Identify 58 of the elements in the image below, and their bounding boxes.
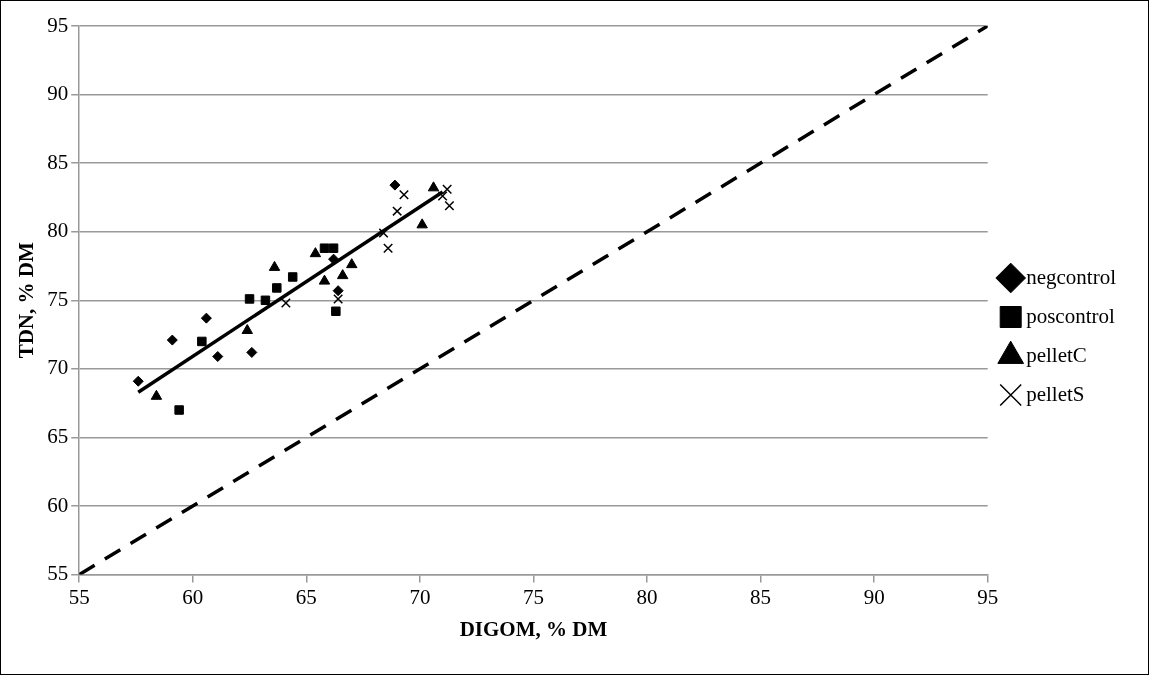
point	[378, 228, 389, 239]
x-tick-label: 95	[977, 584, 999, 609]
legend-label: pelletS	[1026, 381, 1085, 406]
point	[212, 351, 224, 363]
point	[241, 323, 253, 334]
point	[328, 243, 339, 253]
point	[260, 295, 271, 306]
point	[150, 389, 163, 400]
point	[197, 336, 207, 347]
point	[442, 184, 453, 195]
point	[166, 334, 178, 346]
point	[280, 298, 291, 309]
point	[389, 179, 401, 191]
point	[319, 243, 330, 253]
y-tick-label: 90	[47, 81, 69, 106]
point	[268, 260, 281, 271]
y-tick-label: 80	[47, 218, 69, 243]
y-axis-title: TDN, % DM	[14, 242, 39, 359]
x-tick-label: 70	[409, 584, 431, 609]
y-tick-label: 70	[47, 355, 69, 380]
x-tick-label: 85	[750, 584, 772, 609]
point	[318, 274, 331, 285]
legend-label: poscontrol	[1026, 303, 1116, 328]
point	[246, 346, 258, 358]
point	[392, 206, 403, 217]
y-tick-label: 85	[47, 149, 69, 174]
point	[287, 272, 298, 282]
point	[244, 294, 255, 304]
legend-label: negcontrol	[1026, 264, 1117, 289]
point	[427, 181, 440, 192]
point	[333, 293, 344, 304]
point	[416, 218, 428, 229]
point	[200, 312, 212, 324]
x-tick-label: 75	[522, 584, 544, 609]
point	[336, 269, 349, 280]
point	[132, 375, 144, 387]
point	[444, 200, 455, 211]
point	[272, 283, 282, 293]
x-axis-title: DIGOM, % DM	[459, 616, 608, 641]
point	[383, 243, 394, 254]
x-tick-label: 65	[295, 584, 317, 609]
y-tick-label: 55	[47, 561, 69, 586]
y-tick-label: 65	[47, 423, 69, 448]
point	[309, 247, 322, 258]
x-tick-label: 55	[68, 584, 90, 609]
y-tick-label: 95	[47, 12, 69, 37]
y-tick-label: 60	[47, 492, 69, 517]
legend-label: pelletC	[1026, 342, 1087, 367]
x-tick-label: 60	[182, 584, 204, 609]
x-tick-label: 80	[636, 584, 658, 609]
y-tick-label: 75	[47, 286, 69, 311]
x-tick-label: 90	[863, 584, 885, 609]
point	[437, 191, 448, 202]
point	[332, 285, 344, 297]
point	[399, 189, 409, 200]
point	[346, 258, 358, 269]
point	[174, 405, 184, 415]
point	[331, 306, 341, 317]
